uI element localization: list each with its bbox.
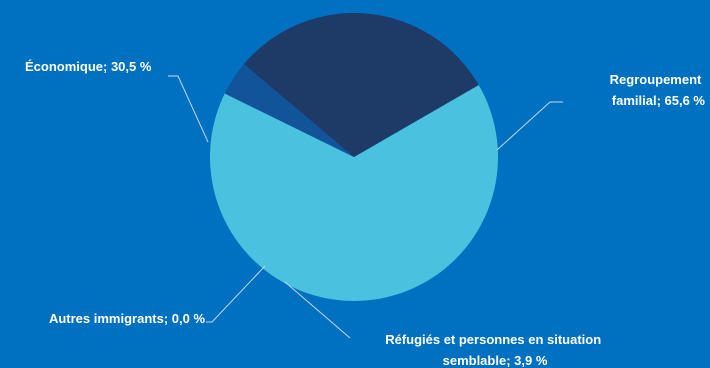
slice-economique xyxy=(244,12,479,158)
label-economique: Économique; 30,5 % xyxy=(25,59,152,74)
leader-line-autres xyxy=(206,265,266,323)
leader-line-refugies xyxy=(284,281,351,339)
label-regroupement: Regroupement familial; 65,6 % xyxy=(610,72,706,108)
leader-line-regroupement xyxy=(496,101,563,151)
label-autres: Autres immigrants; 0,0 % xyxy=(49,311,205,326)
label-refugies: Réfugiés et personnes en situation sembl… xyxy=(385,332,605,368)
slice-regroupement xyxy=(209,85,498,301)
leader-line-economique xyxy=(168,75,209,143)
slice-refugies xyxy=(224,64,354,157)
pie-slices xyxy=(209,12,498,301)
